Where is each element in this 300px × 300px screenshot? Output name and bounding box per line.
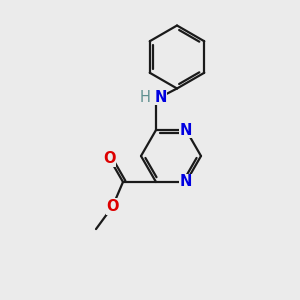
- Text: N: N: [154, 89, 167, 104]
- Text: O: O: [106, 199, 119, 214]
- Text: N: N: [180, 175, 192, 190]
- Text: O: O: [103, 151, 116, 166]
- Text: N: N: [180, 122, 192, 137]
- Text: H: H: [139, 89, 150, 104]
